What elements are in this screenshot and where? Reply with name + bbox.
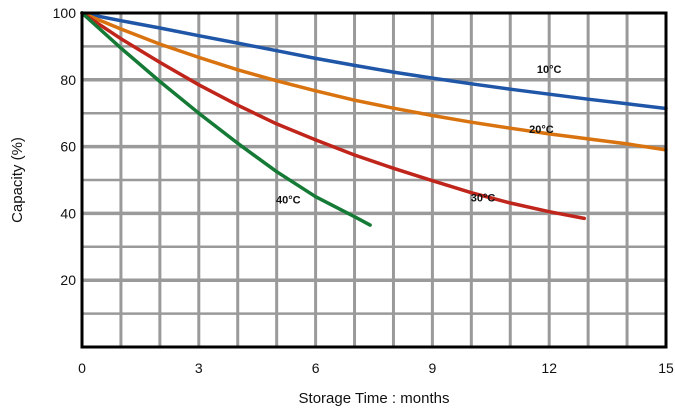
y-tick-label: 80 <box>60 72 76 88</box>
series-line <box>80 11 668 111</box>
tick-labels: 0 3 6 9 12 15 20 40 60 80 100 <box>53 5 674 376</box>
grid <box>82 13 666 347</box>
x-tick-label: 6 <box>312 360 320 376</box>
series-labels: 10°C 20°C 30°C 40°C <box>276 64 561 206</box>
y-axis-title: Capacity (%) <box>9 137 26 223</box>
x-tick-label: 9 <box>429 360 437 376</box>
series-lines <box>80 11 668 227</box>
x-tick-label: 15 <box>658 360 674 376</box>
x-tick-label: 0 <box>78 360 86 376</box>
series-line <box>80 11 372 227</box>
series-line <box>80 11 586 221</box>
x-tick-label: 3 <box>195 360 203 376</box>
y-tick-label: 100 <box>53 5 77 21</box>
series-label: 40°C <box>276 194 301 206</box>
y-tick-label: 60 <box>60 139 76 155</box>
series-label: 20°C <box>529 124 554 136</box>
y-tick-label: 40 <box>60 205 76 221</box>
plot-frame <box>80 11 668 349</box>
y-tick-label: 20 <box>60 272 76 288</box>
x-tick-label: 12 <box>541 360 557 376</box>
series-label: 10°C <box>537 64 562 76</box>
x-axis-title: Storage Time : months <box>299 390 450 407</box>
series-label: 30°C <box>471 193 496 205</box>
series-line <box>80 11 668 152</box>
